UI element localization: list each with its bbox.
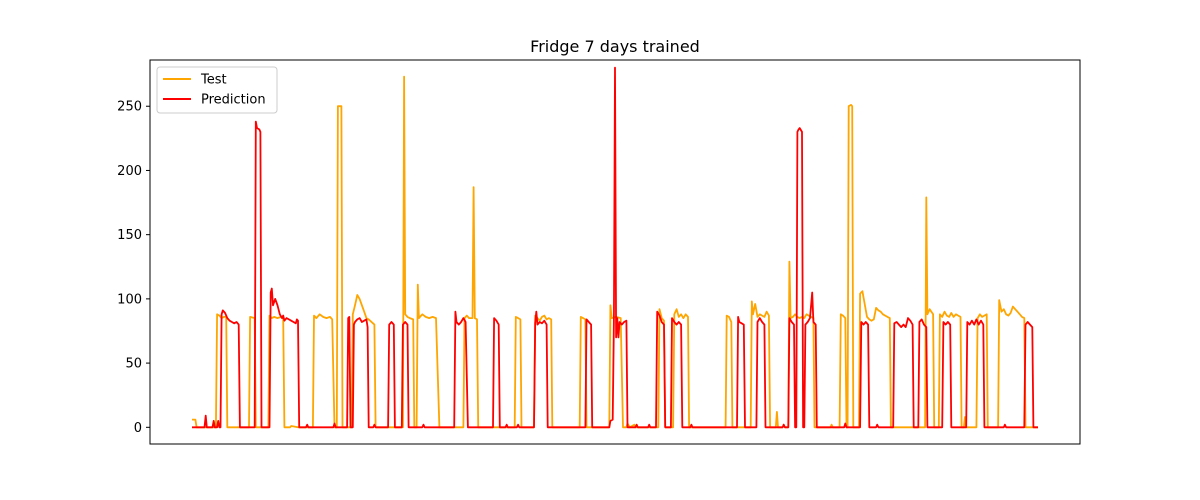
plot-frame xyxy=(149,59,1081,445)
y-tick-label-5: 250 xyxy=(117,100,142,115)
y-tick-label-2: 100 xyxy=(117,292,142,307)
legend-label-0: Test xyxy=(200,73,227,88)
y-tick-label-3: 150 xyxy=(117,228,142,243)
y-tick-label-4: 200 xyxy=(117,164,142,179)
y-axis: 0 50 100 150 200 250 xyxy=(117,100,150,436)
legend: Test Prediction xyxy=(156,66,278,114)
legend-label-1: Prediction xyxy=(201,93,266,108)
chart-title: Fridge 7 days trained xyxy=(530,37,700,56)
y-tick-label-0: 0 xyxy=(134,421,142,436)
series-line-0 xyxy=(192,75,1038,429)
y-tick-label-1: 50 xyxy=(125,357,142,372)
plot-lines xyxy=(192,66,1038,429)
series-line-1 xyxy=(192,66,1038,429)
